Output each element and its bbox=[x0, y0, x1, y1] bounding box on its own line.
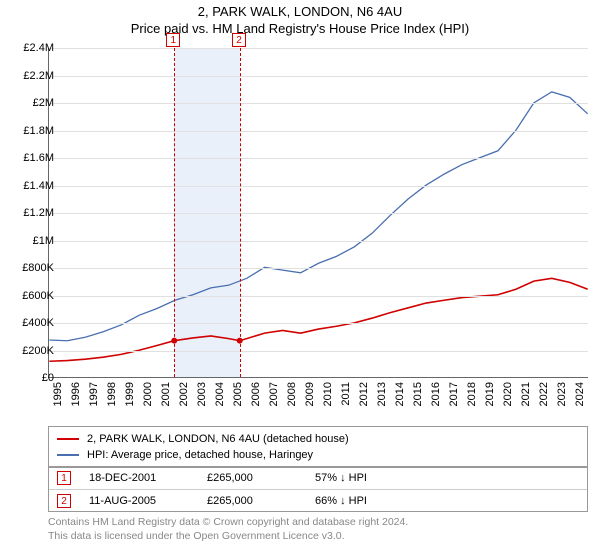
events-table: 1 18-DEC-2001 £265,000 57% ↓ HPI 2 11-AU… bbox=[48, 466, 588, 512]
gridline bbox=[49, 186, 588, 187]
series-line-hpi bbox=[49, 92, 587, 341]
x-axis-label: 2023 bbox=[556, 382, 568, 406]
chart-title-address: 2, PARK WALK, LONDON, N6 4AU bbox=[0, 4, 600, 19]
legend: 2, PARK WALK, LONDON, N6 4AU (detached h… bbox=[48, 426, 588, 468]
x-axis-label: 2013 bbox=[376, 382, 388, 406]
x-axis-label: 2024 bbox=[574, 382, 586, 406]
x-axis-label: 2012 bbox=[358, 382, 370, 406]
x-axis-label: 1996 bbox=[70, 382, 82, 406]
x-axis-label: 2007 bbox=[268, 382, 280, 406]
x-axis-label: 1995 bbox=[52, 382, 64, 406]
marker-line bbox=[174, 48, 175, 377]
y-axis-label: £2.4M bbox=[10, 42, 54, 54]
gridline bbox=[49, 241, 588, 242]
y-axis-label: £1.2M bbox=[10, 207, 54, 219]
footer-attribution-2: This data is licensed under the Open Gov… bbox=[48, 530, 588, 542]
event-row: 2 11-AUG-2005 £265,000 66% ↓ HPI bbox=[49, 489, 587, 511]
legend-item: 2, PARK WALK, LONDON, N6 4AU (detached h… bbox=[57, 431, 579, 447]
marker-box: 2 bbox=[232, 33, 246, 47]
x-axis-label: 1998 bbox=[106, 382, 118, 406]
x-axis-label: 2009 bbox=[304, 382, 316, 406]
gridline bbox=[49, 351, 588, 352]
legend-swatch bbox=[57, 438, 79, 440]
x-axis-label: 2001 bbox=[160, 382, 172, 406]
x-axis-label: 2019 bbox=[484, 382, 496, 406]
event-price: £265,000 bbox=[207, 472, 297, 484]
x-axis-label: 2008 bbox=[286, 382, 298, 406]
x-axis-label: 2004 bbox=[214, 382, 226, 406]
legend-item: HPI: Average price, detached house, Hari… bbox=[57, 447, 579, 463]
y-axis-label: £1.8M bbox=[10, 125, 54, 137]
legend-swatch bbox=[57, 454, 79, 456]
event-date: 11-AUG-2005 bbox=[89, 495, 189, 507]
x-axis-label: 2010 bbox=[322, 382, 334, 406]
y-axis-label: £400K bbox=[10, 317, 54, 329]
event-marker-box: 1 bbox=[57, 471, 71, 485]
y-axis-label: £1.4M bbox=[10, 180, 54, 192]
x-axis-label: 2017 bbox=[448, 382, 460, 406]
x-axis-label: 2022 bbox=[538, 382, 550, 406]
legend-label: HPI: Average price, detached house, Hari… bbox=[87, 449, 313, 461]
gridline bbox=[49, 268, 588, 269]
chart-plot-area bbox=[48, 48, 588, 378]
event-date: 18-DEC-2001 bbox=[89, 472, 189, 484]
x-axis-label: 2020 bbox=[502, 382, 514, 406]
y-axis-label: £0 bbox=[10, 372, 54, 384]
y-axis-label: £1M bbox=[10, 235, 54, 247]
footer-attribution-1: Contains HM Land Registry data © Crown c… bbox=[48, 516, 588, 528]
chart-container: 2, PARK WALK, LONDON, N6 4AU Price paid … bbox=[0, 0, 600, 560]
marker-line bbox=[240, 48, 241, 377]
gridline bbox=[49, 76, 588, 77]
chart-subtitle: Price paid vs. HM Land Registry's House … bbox=[0, 21, 600, 36]
event-price: £265,000 bbox=[207, 495, 297, 507]
x-axis-label: 2021 bbox=[520, 382, 532, 406]
gridline bbox=[49, 103, 588, 104]
x-axis-label: 2011 bbox=[340, 382, 352, 406]
x-axis-label: 1999 bbox=[124, 382, 136, 406]
x-axis-label: 2000 bbox=[142, 382, 154, 406]
event-row: 1 18-DEC-2001 £265,000 57% ↓ HPI bbox=[49, 467, 587, 489]
gridline bbox=[49, 48, 588, 49]
marker-box: 1 bbox=[166, 33, 180, 47]
y-axis-label: £1.6M bbox=[10, 152, 54, 164]
x-axis-label: 2015 bbox=[412, 382, 424, 406]
x-axis-label: 2003 bbox=[196, 382, 208, 406]
x-axis-label: 1997 bbox=[88, 382, 100, 406]
y-axis-label: £600K bbox=[10, 290, 54, 302]
gridline bbox=[49, 213, 588, 214]
gridline bbox=[49, 158, 588, 159]
x-axis-label: 2016 bbox=[430, 382, 442, 406]
y-axis-label: £800K bbox=[10, 262, 54, 274]
event-marker-box: 2 bbox=[57, 494, 71, 508]
y-axis-label: £2.2M bbox=[10, 70, 54, 82]
gridline bbox=[49, 323, 588, 324]
chart-titles: 2, PARK WALK, LONDON, N6 4AU Price paid … bbox=[0, 0, 600, 36]
y-axis-label: £2M bbox=[10, 97, 54, 109]
event-pct: 57% ↓ HPI bbox=[315, 472, 425, 484]
y-axis-label: £200K bbox=[10, 345, 54, 357]
x-axis-label: 2002 bbox=[178, 382, 190, 406]
x-axis-label: 2014 bbox=[394, 382, 406, 406]
legend-label: 2, PARK WALK, LONDON, N6 4AU (detached h… bbox=[87, 433, 349, 445]
gridline bbox=[49, 296, 588, 297]
event-pct: 66% ↓ HPI bbox=[315, 495, 425, 507]
x-axis-label: 2006 bbox=[250, 382, 262, 406]
gridline bbox=[49, 131, 588, 132]
x-axis-label: 2005 bbox=[232, 382, 244, 406]
x-axis-label: 2018 bbox=[466, 382, 478, 406]
